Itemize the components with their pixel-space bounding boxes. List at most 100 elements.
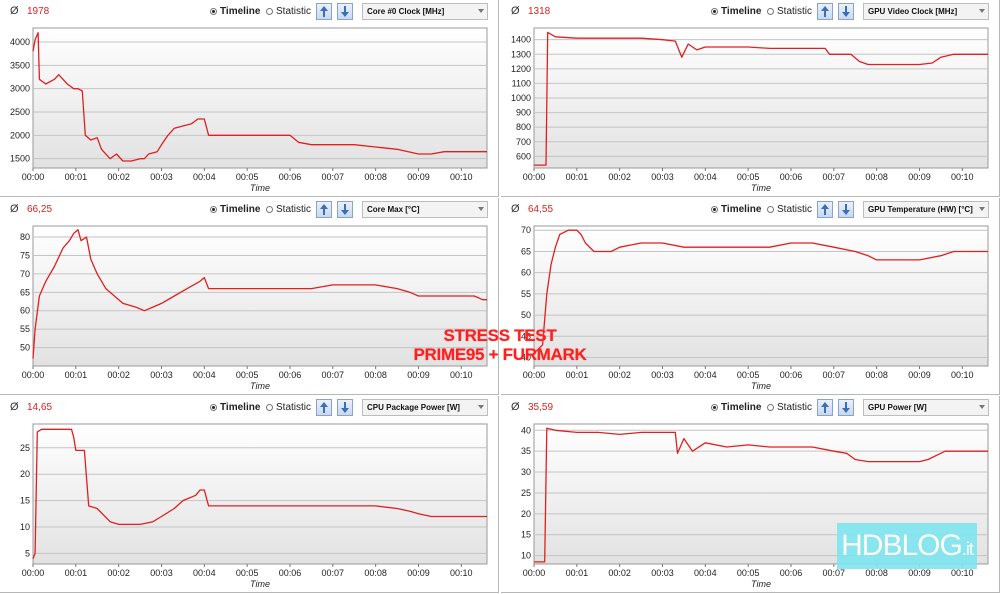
- panel-core-max: Ø 66,25 Timeline Statistic Core Max [°C]…: [0, 198, 499, 395]
- timeline-radio[interactable]: Timeline: [711, 402, 761, 413]
- y-tick-label: 10: [20, 522, 30, 532]
- timeline-radio[interactable]: Timeline: [711, 6, 761, 17]
- arrow-down-icon: [842, 6, 850, 17]
- chevron-down-icon: [478, 405, 484, 409]
- x-tick-label: 00:08: [364, 568, 387, 578]
- radio-selected-icon: [711, 8, 718, 15]
- y-tick-label: 1400: [511, 35, 531, 45]
- y-tick-label: 50: [521, 310, 531, 320]
- x-tick-label: 00:08: [865, 172, 888, 182]
- average-symbol: Ø: [10, 401, 19, 413]
- y-tick-label: 4000: [10, 37, 30, 47]
- x-tick-label: 00:01: [566, 568, 589, 578]
- x-tick-label: 00:04: [193, 568, 216, 578]
- x-tick-label: 00:09: [407, 172, 430, 182]
- x-tick-label: 00:07: [823, 172, 846, 182]
- x-tick-label: 00:05: [737, 568, 760, 578]
- sort-ascending-button[interactable]: [817, 3, 833, 20]
- sort-ascending-button[interactable]: [316, 399, 332, 416]
- statistic-radio[interactable]: Statistic: [266, 402, 311, 413]
- timeline-radio[interactable]: Timeline: [210, 6, 260, 17]
- x-tick-label: 00:02: [107, 568, 130, 578]
- x-tick-label: 00:00: [22, 370, 45, 380]
- x-tick-label: 00:04: [694, 370, 717, 380]
- radio-selected-icon: [210, 404, 217, 411]
- y-tick-label: 1200: [511, 64, 531, 74]
- sort-descending-button[interactable]: [337, 399, 353, 416]
- x-tick-label: 00:08: [865, 370, 888, 380]
- y-tick-label: 65: [521, 246, 531, 256]
- statistic-radio[interactable]: Statistic: [767, 204, 812, 215]
- timeline-radio[interactable]: Timeline: [210, 204, 260, 215]
- x-tick-label: 00:00: [22, 172, 45, 182]
- sort-descending-button[interactable]: [838, 201, 854, 218]
- x-tick-label: 00:05: [236, 568, 259, 578]
- timeline-radio[interactable]: Timeline: [711, 204, 761, 215]
- sort-ascending-button[interactable]: [316, 201, 332, 218]
- timeline-radio[interactable]: Timeline: [210, 402, 260, 413]
- hdblog-watermark: HDBLOG.it: [837, 523, 977, 569]
- caption-line-1: STRESS TEST: [443, 326, 557, 345]
- sort-ascending-button[interactable]: [817, 399, 833, 416]
- sort-descending-button[interactable]: [838, 3, 854, 20]
- x-tick-label: 00:03: [651, 370, 674, 380]
- statistic-radio[interactable]: Statistic: [266, 204, 311, 215]
- panel-header: Ø 35,59 Timeline Statistic GPU Power [W]: [501, 396, 999, 420]
- sort-ascending-button[interactable]: [817, 201, 833, 218]
- y-tick-label: 45: [521, 331, 531, 341]
- arrow-down-icon: [341, 204, 349, 215]
- sensor-select[interactable]: Core Max [°C]: [362, 201, 488, 218]
- x-tick-label: 00:01: [566, 370, 589, 380]
- y-tick-label: 70: [20, 269, 30, 279]
- panel-header: Ø 14,65 Timeline Statistic CPU Package P…: [0, 396, 498, 420]
- arrow-down-icon: [341, 6, 349, 17]
- panel-header: Ø 1978 Timeline Statistic Core #0 Clock …: [0, 0, 498, 24]
- x-axis-label: Time: [250, 579, 270, 589]
- radio-selected-icon: [210, 206, 217, 213]
- sort-descending-button[interactable]: [337, 201, 353, 218]
- statistic-radio[interactable]: Statistic: [266, 6, 311, 17]
- y-tick-label: 1500: [10, 154, 30, 164]
- x-tick-label: 00:10: [450, 172, 473, 182]
- x-tick-label: 00:09: [908, 370, 931, 380]
- average-value: 35,59: [528, 402, 554, 413]
- sensor-select[interactable]: Core #0 Clock [MHz]: [362, 3, 488, 20]
- sensor-select[interactable]: CPU Package Power [W]: [362, 399, 488, 416]
- sensor-select[interactable]: GPU Temperature (HW) [°C]: [863, 201, 989, 218]
- sort-descending-button[interactable]: [838, 399, 854, 416]
- sort-ascending-button[interactable]: [316, 3, 332, 20]
- y-tick-label: 1100: [512, 78, 531, 88]
- radio-selected-icon: [711, 404, 718, 411]
- chart-cpu-package-power: 5 10 15 20 25 00:00 00:01 00:02 00:03 00:04 00:05 0…: [20, 423, 488, 589]
- y-tick-label: 40: [521, 353, 531, 363]
- arrow-up-icon: [821, 6, 829, 17]
- x-axis-label: Time: [751, 183, 771, 193]
- y-tick-label: 3500: [10, 60, 30, 70]
- series-line: [534, 427, 988, 563]
- x-tick-label: 00:06: [780, 370, 803, 380]
- radio-selected-icon: [711, 206, 718, 213]
- statistic-radio[interactable]: Statistic: [767, 402, 812, 413]
- chevron-down-icon: [979, 405, 985, 409]
- y-tick-label: 1300: [511, 49, 531, 59]
- chevron-down-icon: [478, 207, 484, 211]
- x-tick-label: 00:06: [780, 172, 803, 182]
- x-tick-label: 00:00: [22, 568, 45, 578]
- statistic-radio[interactable]: Statistic: [767, 6, 812, 17]
- sensor-select[interactable]: GPU Video Clock [MHz]: [863, 3, 989, 20]
- average-value: 64,55: [528, 204, 554, 215]
- y-tick-label: 10: [521, 551, 531, 561]
- x-tick-label: 00:00: [523, 568, 546, 578]
- sensor-select[interactable]: GPU Power [W]: [863, 399, 989, 416]
- x-tick-label: 00:08: [364, 370, 387, 380]
- average-value: 66,25: [27, 204, 53, 215]
- x-tick-label: 00:04: [193, 172, 216, 182]
- y-tick-label: 20: [521, 509, 531, 519]
- sort-descending-button[interactable]: [337, 3, 353, 20]
- caption-line-2: PRIME95 + FURMARK: [413, 345, 587, 364]
- x-tick-label: 00:01: [65, 568, 88, 578]
- x-tick-label: 00:06: [780, 568, 803, 578]
- y-tick-label: 70: [521, 225, 531, 235]
- x-tick-label: 00:10: [951, 568, 974, 578]
- x-tick-label: 00:01: [566, 172, 589, 182]
